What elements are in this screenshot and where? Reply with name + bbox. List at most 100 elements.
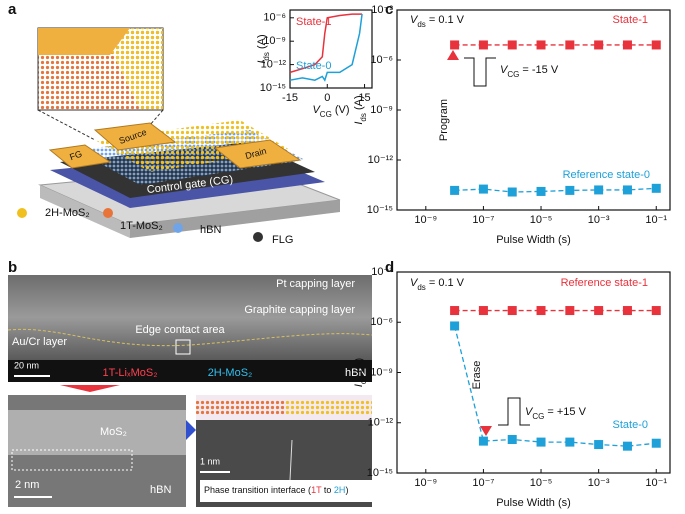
x-tick-label: -15 bbox=[282, 92, 298, 104]
y-tick-label: 10⁻¹² bbox=[368, 154, 394, 166]
text-main: V bbox=[410, 14, 419, 26]
legend-label: 1T-MoS₂ bbox=[120, 220, 163, 232]
x-axis-label: VCG (V) bbox=[312, 104, 349, 119]
series-label: Reference state-1 bbox=[561, 277, 648, 289]
data-point bbox=[507, 306, 517, 316]
tem-label: Pt capping layer bbox=[276, 278, 355, 290]
data-point bbox=[622, 306, 632, 316]
text-sub: ds bbox=[359, 113, 368, 121]
scale-label: 1 nm bbox=[200, 456, 220, 466]
data-point bbox=[594, 440, 604, 450]
series-label: State-1 bbox=[296, 16, 331, 28]
interface-label: Phase transition interface (1T to 2H) bbox=[204, 485, 348, 495]
data-point bbox=[565, 306, 575, 316]
mos2-band bbox=[8, 410, 186, 455]
legend-label: FLG bbox=[272, 234, 293, 246]
text-main: V bbox=[312, 104, 321, 116]
data-point bbox=[565, 40, 575, 50]
y-tick-label: 10⁻⁶ bbox=[370, 54, 393, 66]
x-tick-label: 10⁻⁹ bbox=[414, 477, 437, 489]
panel-b: b Pt capping layer Graphite capping laye… bbox=[7, 259, 373, 507]
data-point bbox=[450, 306, 460, 316]
zoom-guide bbox=[37, 109, 164, 141]
text-main: V bbox=[500, 64, 509, 76]
x-tick-label: 10⁻⁹ bbox=[414, 214, 437, 226]
legend-icon bbox=[17, 208, 27, 218]
text-sub: ds bbox=[359, 376, 368, 384]
y-axis-label: Ids (A) bbox=[353, 95, 368, 124]
legend-icon bbox=[253, 232, 263, 242]
data-point bbox=[565, 437, 575, 447]
text-main: V bbox=[410, 277, 419, 289]
data-point bbox=[651, 306, 661, 316]
legend-icon bbox=[173, 223, 183, 233]
x-tick-label: 10⁻³ bbox=[588, 214, 610, 226]
data-point bbox=[478, 40, 488, 50]
annotation: VCG = -15 V bbox=[500, 64, 559, 79]
tem-label: hBN bbox=[345, 367, 366, 379]
panel-a: a FG Source Drain Control gate (CG) 2H-M… bbox=[8, 1, 378, 246]
series-label: State-0 bbox=[296, 60, 331, 72]
tem-label: hBN bbox=[150, 484, 171, 496]
data-point bbox=[450, 321, 460, 331]
data-point bbox=[478, 306, 488, 316]
series-line bbox=[289, 13, 363, 74]
text-sub: CG bbox=[507, 70, 519, 79]
pointer bbox=[186, 420, 196, 440]
select-box bbox=[11, 449, 133, 471]
tem-label: Graphite capping layer bbox=[244, 304, 355, 316]
y-tick-label: 10⁻³ bbox=[371, 4, 393, 16]
data-point bbox=[507, 435, 517, 444]
text-main: I bbox=[353, 384, 365, 387]
text-sub: CG bbox=[320, 110, 332, 119]
x-tick-label: 10⁻¹ bbox=[645, 477, 667, 489]
pointer-line bbox=[289, 439, 293, 481]
data-point bbox=[450, 185, 460, 195]
text-main: V bbox=[525, 406, 534, 418]
data-point bbox=[536, 186, 546, 196]
data-point bbox=[651, 438, 661, 448]
y-tick-label: 10⁻¹² bbox=[261, 59, 287, 71]
data-point bbox=[536, 306, 546, 316]
data-point bbox=[536, 40, 546, 50]
tem-strip bbox=[8, 360, 372, 382]
scale-label: 2 nm bbox=[15, 479, 39, 491]
x-tick-label: 10⁻⁵ bbox=[530, 214, 553, 226]
series-line bbox=[453, 325, 657, 447]
x-tick-label: 10⁻⁵ bbox=[530, 477, 553, 489]
annotation: VCG = +15 V bbox=[525, 406, 587, 421]
text-sub: CG bbox=[532, 412, 544, 421]
series-line bbox=[289, 13, 363, 82]
arrow-label: Erase bbox=[471, 361, 483, 390]
data-point bbox=[594, 185, 604, 195]
x-tick-label: 10⁻³ bbox=[588, 477, 610, 489]
source-contact bbox=[93, 122, 177, 151]
panel-label: b bbox=[8, 259, 17, 276]
y-tick-label: 10⁻³ bbox=[371, 266, 393, 278]
data-point bbox=[565, 185, 575, 195]
data-point bbox=[622, 441, 632, 451]
panel-label: a bbox=[8, 1, 17, 18]
tem-label: Edge contact area bbox=[135, 324, 225, 336]
caption-bg bbox=[200, 480, 372, 502]
series-label: State-1 bbox=[613, 14, 648, 26]
text-main: I bbox=[256, 61, 268, 64]
text-after: = -15 V bbox=[519, 64, 558, 76]
tem-label: Au/Cr layer bbox=[12, 336, 67, 348]
panel-label: c bbox=[385, 1, 393, 18]
data-point bbox=[478, 436, 488, 446]
data-point bbox=[507, 187, 517, 197]
arrow-label: Program bbox=[438, 99, 450, 141]
data-point bbox=[622, 185, 632, 195]
text-sub: ds bbox=[417, 283, 425, 292]
phase-label: 1T-LiₓMoS₂ bbox=[103, 367, 158, 379]
fg-contact bbox=[48, 144, 112, 169]
zoom-contact bbox=[38, 28, 130, 55]
text-after: (V) bbox=[332, 104, 350, 116]
data-point bbox=[651, 40, 661, 50]
boundary bbox=[7, 328, 373, 347]
y-tick-label: 10⁻⁶ bbox=[370, 316, 393, 328]
text-main: I bbox=[353, 122, 365, 125]
arrow-head bbox=[447, 50, 459, 60]
edge-box bbox=[175, 339, 191, 355]
